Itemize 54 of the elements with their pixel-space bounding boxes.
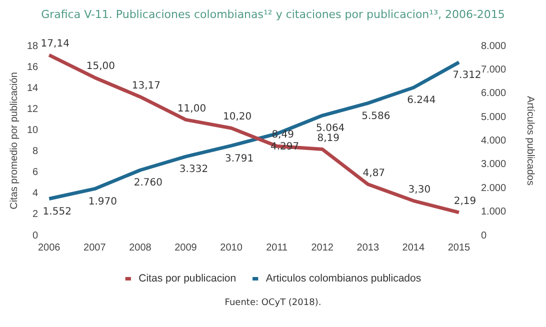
y-tick-label: 2 xyxy=(32,209,39,220)
source-note: Fuente: OCyT (2018). xyxy=(224,298,322,308)
x-tick-label: 2012 xyxy=(311,242,334,254)
y2-tick-label: 2.000 xyxy=(480,182,506,194)
legend-label: Citas por publicacion xyxy=(138,272,236,285)
y-tick-label: 16 xyxy=(27,62,39,73)
y-tick-label: 12 xyxy=(27,104,39,115)
y-axis-title: Citas promedio por publicación xyxy=(8,72,20,210)
y2-tick-label: 3.000 xyxy=(480,159,506,170)
data-label: 3.791 xyxy=(224,153,254,164)
y2-tick-label: 8.000 xyxy=(480,40,506,52)
x-tick-label: 2010 xyxy=(220,242,243,254)
data-label: 8,19 xyxy=(317,132,340,144)
data-label: 7.312 xyxy=(452,70,482,81)
data-label: 5.064 xyxy=(316,123,345,134)
data-label: 3,30 xyxy=(408,184,431,196)
data-label: 17,14 xyxy=(40,38,70,50)
legend-label: Articulos colombianos publicados xyxy=(266,272,422,285)
y2-tick-label: 1.000 xyxy=(480,206,506,218)
chart-title: Grafica V-11. Publicaciones colombianas¹² y citaciones por publicacion¹³, 2006-2015 xyxy=(40,7,506,23)
y2-tick-label: 6.000 xyxy=(480,88,506,100)
data-label: 10,20 xyxy=(222,112,252,123)
y-tick-label: 14 xyxy=(27,82,39,94)
y2-axis-title: Artículos publicados xyxy=(524,96,536,186)
x-tick-label: 2011 xyxy=(266,242,288,254)
data-label: 1.552 xyxy=(42,206,72,218)
y-tick-label: 10 xyxy=(27,124,39,136)
data-label: 4,87 xyxy=(362,168,386,179)
y-tick-label: 8 xyxy=(32,146,39,158)
y-tick-label: 4 xyxy=(32,188,39,200)
y2-tick-label: 4.000 xyxy=(480,136,506,146)
data-label: 8,49 xyxy=(272,130,294,141)
x-tick-label: 2013 xyxy=(356,242,380,254)
data-label: 11,00 xyxy=(177,103,206,114)
y-tick-label: 6 xyxy=(32,167,39,178)
data-label: 13,17 xyxy=(132,80,161,92)
y2-tick-label: 0 xyxy=(480,230,487,242)
x-tick-label: 2009 xyxy=(174,242,198,254)
data-label: 1.970 xyxy=(88,196,117,208)
y-tick-label: 18 xyxy=(27,40,39,52)
x-tick-label: 2006 xyxy=(38,242,61,254)
x-tick-label: 2007 xyxy=(84,242,106,254)
y-tick-label: 0 xyxy=(32,230,39,242)
y2-tick-label: 5.000 xyxy=(480,112,506,123)
data-label: 5.586 xyxy=(362,110,390,122)
data-label: 15,00 xyxy=(86,61,115,72)
x-tick-label: 2014 xyxy=(402,242,425,254)
data-label: 3.332 xyxy=(179,164,208,176)
x-tick-label: 2015 xyxy=(448,242,471,254)
data-label: 2.760 xyxy=(134,178,163,189)
data-label: 2,19 xyxy=(454,196,476,208)
y2-tick-label: 7.000 xyxy=(480,64,506,76)
x-tick-label: 2008 xyxy=(129,242,152,254)
data-label: 6.244 xyxy=(407,95,436,106)
